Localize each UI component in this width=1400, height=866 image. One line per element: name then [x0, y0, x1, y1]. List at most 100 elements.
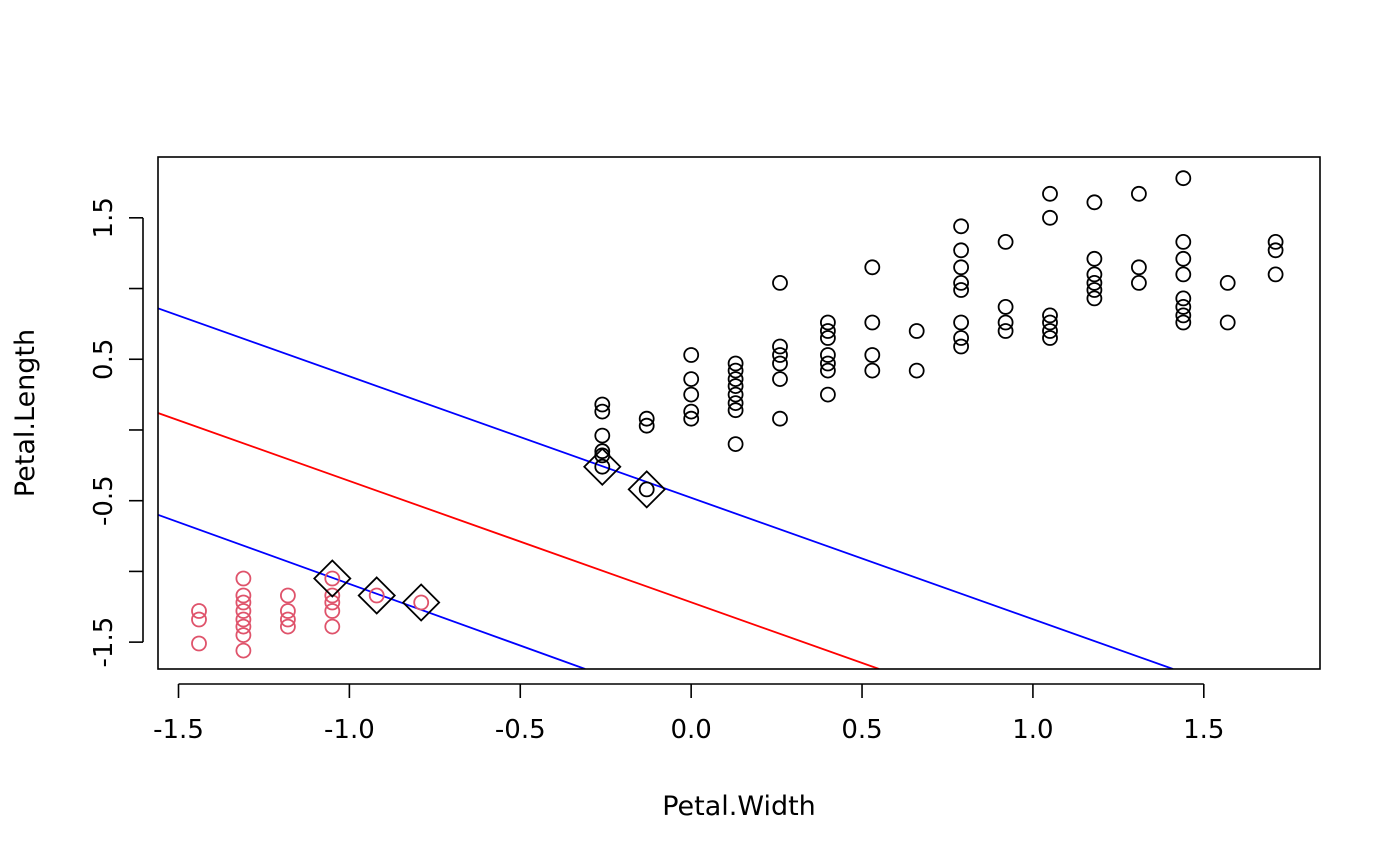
data-point-1-5	[235, 594, 252, 611]
data-point-0-33	[820, 362, 836, 379]
data-point-0-74	[1175, 307, 1192, 324]
data-point-0-79	[1267, 242, 1284, 259]
data-point-0-26	[772, 371, 788, 388]
data-point-0-0	[594, 396, 611, 413]
data-point-0-35	[864, 259, 881, 276]
data-point-0-39	[908, 323, 925, 339]
data-point-0-46	[953, 314, 969, 331]
data-point-1-12	[279, 603, 296, 619]
data-point-0-27	[772, 410, 788, 427]
plot-frame	[157, 156, 1321, 670]
data-point-0-70	[1175, 250, 1192, 267]
data-point-1-7	[235, 611, 252, 628]
data-point-0-2	[594, 427, 611, 444]
y-axis-title: Petal.Length	[10, 329, 41, 497]
data-point-0-68	[1175, 170, 1192, 187]
data-point-1-20	[368, 587, 385, 604]
data-point-1-18	[324, 603, 341, 619]
data-point-0-22	[772, 274, 788, 291]
data-point-0-41	[953, 218, 969, 235]
data-point-0-65	[1131, 185, 1147, 202]
data-point-0-37	[864, 347, 881, 363]
data-point-1-21	[413, 594, 430, 611]
data-point-0-9	[683, 347, 700, 363]
data-point-0-5	[594, 458, 611, 475]
margin-line-1	[158, 307, 1174, 669]
support-vector-layer	[313, 447, 666, 622]
data-point-1-0	[191, 603, 207, 619]
data-point-0-72	[1175, 290, 1192, 307]
data-point-1-3	[235, 570, 252, 587]
data-point-0-66	[1131, 259, 1147, 276]
data-point-0-45	[953, 282, 969, 298]
data-point-0-24	[772, 347, 788, 363]
data-point-0-43	[953, 259, 969, 276]
data-point-1-9	[235, 627, 252, 643]
data-point-0-64	[1086, 290, 1103, 307]
data-point-1-1	[191, 611, 207, 628]
data-point-1-8	[235, 618, 252, 635]
data-point-0-55	[1042, 307, 1058, 324]
x-tick-label-4: 0.5	[841, 715, 882, 745]
data-point-1-10	[235, 642, 252, 659]
data-point-0-75	[1175, 314, 1192, 331]
data-point-0-3	[594, 443, 611, 460]
data-point-0-42	[953, 242, 969, 259]
data-point-1-14	[279, 618, 296, 635]
data-point-0-14	[727, 355, 744, 372]
data-point-0-23	[772, 338, 788, 355]
data-point-0-12	[683, 403, 700, 420]
data-point-0-31	[820, 347, 836, 363]
data-point-0-20	[727, 402, 744, 419]
x-tick-label-6: 1.5	[1183, 715, 1224, 745]
data-point-0-58	[1042, 330, 1058, 346]
data-point-0-1	[594, 403, 611, 420]
data-point-0-28	[820, 314, 836, 331]
x-axis-title: Petal.Width	[662, 791, 816, 822]
data-point-1-6	[235, 603, 252, 619]
data-point-0-16	[727, 371, 744, 388]
data-point-0-62	[1086, 274, 1103, 291]
data-point-0-32	[820, 355, 836, 372]
x-tick-label-2: -0.5	[495, 715, 546, 745]
y-axis: -1.5 -0.5 0.5 1.5	[89, 197, 144, 668]
y-tick-label-6: 1.5	[89, 197, 119, 238]
support-vector-marker-2	[313, 559, 352, 598]
support-vector-marker-4	[401, 583, 441, 622]
data-point-0-7	[638, 417, 655, 434]
lines-layer	[158, 307, 1174, 669]
data-point-0-78	[1267, 233, 1284, 250]
support-vector-marker-1	[627, 470, 666, 509]
x-tick-label-1: -1.0	[324, 715, 375, 745]
data-point-0-21	[727, 436, 744, 453]
data-point-0-69	[1175, 233, 1192, 250]
decision-boundary-line-0	[158, 412, 880, 669]
data-point-0-61	[1086, 266, 1103, 283]
data-point-0-60	[1086, 250, 1103, 267]
data-point-0-10	[683, 371, 700, 388]
data-point-0-15	[727, 362, 744, 379]
data-point-1-4	[235, 587, 252, 604]
data-point-0-47	[953, 330, 969, 346]
data-point-1-2	[191, 635, 207, 652]
support-vector-marker-0	[583, 447, 622, 487]
x-tick-label-0: -1.5	[153, 715, 204, 745]
data-point-0-48	[953, 338, 969, 355]
data-point-0-19	[727, 395, 744, 412]
data-point-0-49	[997, 233, 1014, 250]
data-point-0-73	[1175, 298, 1192, 315]
data-point-0-6	[638, 410, 655, 427]
y-tick-label-2: -0.5	[89, 475, 119, 526]
points-layer	[191, 170, 1284, 659]
data-point-0-13	[683, 410, 700, 427]
data-point-0-77	[1219, 314, 1236, 331]
data-point-0-52	[997, 323, 1014, 339]
y-tick-label-0: -1.5	[89, 617, 119, 668]
data-point-0-50	[997, 298, 1014, 315]
x-tick-label-3: 0.0	[670, 715, 711, 745]
data-point-0-36	[864, 314, 881, 331]
data-point-0-54	[1042, 209, 1058, 226]
data-point-0-76	[1219, 274, 1236, 291]
data-point-0-56	[1042, 314, 1058, 331]
